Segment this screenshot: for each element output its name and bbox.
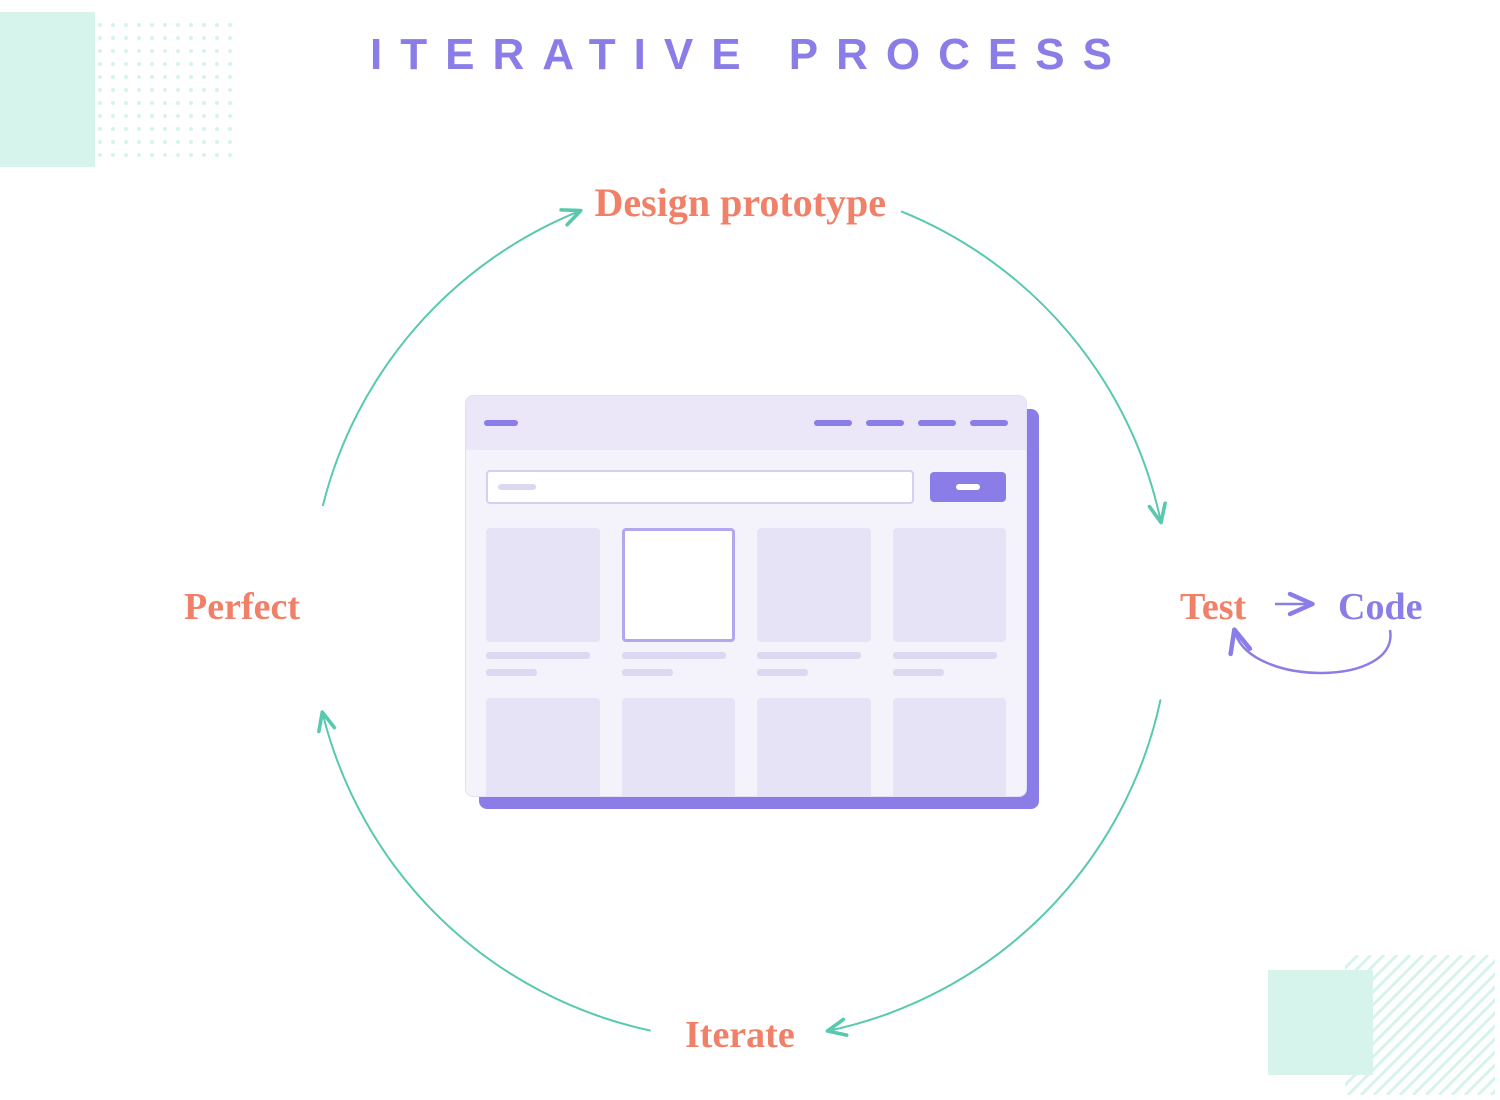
wireframe-search-placeholder-icon (498, 484, 536, 490)
wireframe-thumb (757, 528, 871, 642)
wireframe-card (757, 528, 871, 676)
branch-arrow-return (1235, 630, 1390, 673)
wireframe-thumb (757, 698, 871, 798)
wireframe-mockup (465, 395, 1027, 797)
page-title: ITERATIVE PROCESS (0, 30, 1500, 80)
cycle-node-design: Design prototype (595, 179, 886, 226)
wireframe-nav-dash (866, 420, 904, 426)
wireframe-card-grid (466, 504, 1026, 797)
wireframe-card (486, 698, 600, 798)
cycle-node-test: Test (1180, 585, 1246, 629)
cycle-node-perfect: Perfect (184, 585, 300, 629)
cycle-node-iterate: Iterate (685, 1013, 795, 1057)
wireframe-thumb (486, 698, 600, 798)
wireframe-button-label-icon (956, 484, 980, 490)
wireframe-card (893, 698, 1007, 798)
wireframe-nav-dash (484, 420, 518, 426)
wireframe-card (622, 698, 736, 798)
wireframe-search-row (466, 450, 1026, 504)
wireframe-nav-dash (814, 420, 852, 426)
branch-node-code: Code (1338, 585, 1422, 629)
wireframe-thumb (893, 528, 1007, 642)
wireframe-thumb (893, 698, 1007, 798)
wireframe-thumb (622, 528, 736, 642)
wireframe-search-button (930, 472, 1006, 502)
wireframe-nav-dash (918, 420, 956, 426)
deco-square-bottom-right (1268, 970, 1373, 1075)
wireframe-card (757, 698, 871, 798)
wireframe-nav-dash (970, 420, 1008, 426)
wireframe-header (466, 396, 1026, 450)
wireframe-thumb (622, 698, 736, 798)
wireframe-card (622, 528, 736, 676)
wireframe-search-field (486, 470, 914, 504)
wireframe-card (893, 528, 1007, 676)
wireframe-thumb (486, 528, 600, 642)
diagram-stage: ITERATIVE PROCESS Design prototype Test It… (0, 0, 1500, 1100)
wireframe-card (486, 528, 600, 676)
